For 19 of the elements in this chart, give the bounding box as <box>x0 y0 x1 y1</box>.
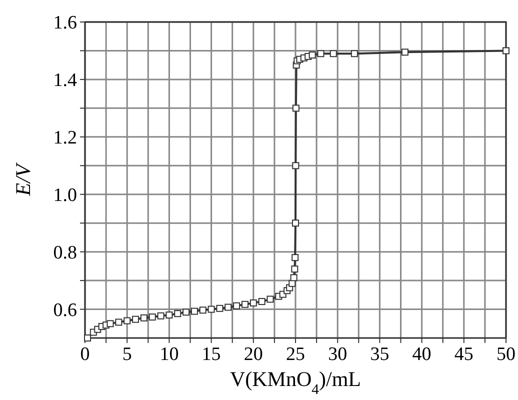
x-tick-label: 45 <box>454 344 474 365</box>
x-tick-label: 30 <box>328 344 348 365</box>
x-tick-label: 40 <box>412 344 432 365</box>
y-tick-label: 1.0 <box>53 185 77 206</box>
x-tick-label: 35 <box>370 344 390 365</box>
x-tick-label: 0 <box>80 344 90 365</box>
x-tick-label: 10 <box>160 344 179 365</box>
x-tick-label: 20 <box>244 344 263 365</box>
y-tick-label: 0.6 <box>53 300 77 321</box>
x-tick-label: 25 <box>286 344 305 365</box>
y-tick-label: 1.6 <box>53 12 77 34</box>
y-axis-title: E/V <box>11 162 35 197</box>
x-tick-label: 5 <box>122 344 132 365</box>
x-axis-title: V(KMnO$_{4}$)/mL <box>230 367 362 398</box>
x-tick-label: 50 <box>496 344 516 365</box>
y-tick-label: 1.2 <box>53 128 77 149</box>
x-tick-label: 15 <box>202 344 221 365</box>
y-tick-label: 0.8 <box>53 242 77 264</box>
y-tick-label: 1.4 <box>53 70 78 92</box>
